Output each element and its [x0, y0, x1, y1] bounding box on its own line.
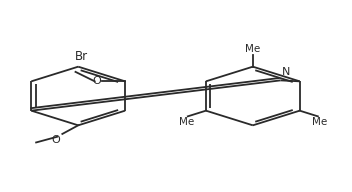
Text: Me: Me — [312, 117, 327, 127]
Text: Br: Br — [75, 50, 88, 63]
Text: O: O — [92, 76, 101, 86]
Text: O: O — [52, 135, 61, 145]
Text: N: N — [282, 67, 290, 77]
Text: Me: Me — [179, 117, 194, 127]
Text: Me: Me — [245, 44, 260, 54]
